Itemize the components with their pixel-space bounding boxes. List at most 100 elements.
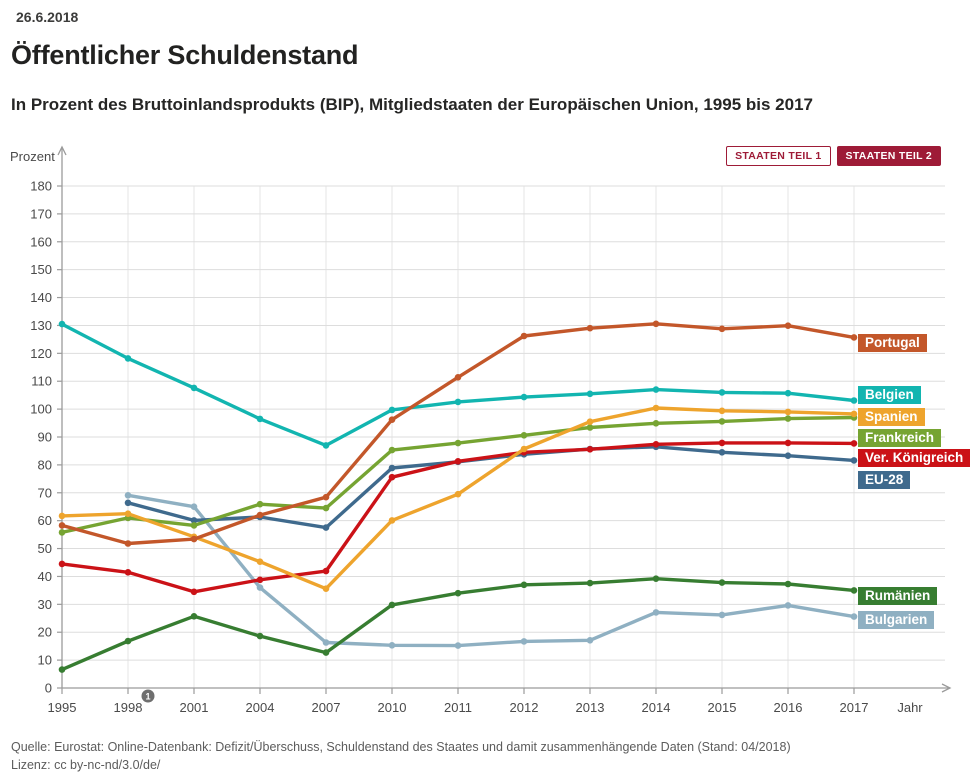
x-axis-title: Jahr [897, 700, 923, 715]
data-point-spanien [388, 517, 396, 524]
data-point-frankreich [388, 446, 396, 454]
data-point-ver-k-nigreich [652, 441, 660, 448]
data-point-rum-nien [190, 613, 198, 620]
data-point-eu-28 [124, 499, 132, 507]
data-point-spanien [718, 407, 726, 415]
data-point-portugal [190, 535, 198, 543]
series-label-rum-nien: Rumänien [858, 587, 938, 605]
data-point-portugal [388, 416, 396, 424]
data-point-frankreich [718, 418, 726, 425]
series-line-rum-nien [58, 575, 858, 673]
data-point-rum-nien [718, 579, 726, 586]
y-tick-label: 160 [30, 234, 52, 249]
data-point-spanien [124, 510, 132, 517]
data-point-spanien [850, 410, 858, 418]
data-point-frankreich [454, 439, 462, 447]
data-point-ver-k-nigreich [124, 569, 132, 576]
data-point-rum-nien [322, 649, 330, 656]
y-tick-label: 100 [30, 402, 52, 417]
x-tick-label: 2017 [840, 700, 869, 715]
data-point-belgien [58, 320, 66, 328]
data-point-bulgarien [190, 503, 198, 511]
data-point-portugal [652, 320, 660, 328]
series-line-ver-k-nigreich [58, 439, 858, 596]
data-point-portugal [784, 322, 792, 329]
data-point-rum-nien [520, 581, 528, 589]
data-point-portugal [586, 324, 594, 332]
x-axis-arrow-icon [941, 683, 952, 693]
data-point-frankreich [784, 415, 792, 422]
series-label-ver-k-nigreich: Ver. Königreich [858, 449, 970, 467]
data-point-ver-k-nigreich [256, 576, 264, 584]
y-tick-label: 120 [30, 346, 52, 361]
data-point-belgien [256, 415, 264, 423]
x-tick-label: 2004 [246, 700, 275, 715]
data-point-belgien [322, 442, 330, 449]
y-axis-title: Prozent [10, 149, 55, 164]
data-point-bulgarien [850, 613, 858, 620]
x-tick-label: 2007 [312, 700, 341, 715]
data-point-ver-k-nigreich [190, 588, 198, 596]
data-point-ver-k-nigreich [784, 439, 792, 447]
series-line-portugal [58, 320, 858, 547]
dataset-toggle-group: STAATEN TEIL 1 STAATEN TEIL 2 [726, 146, 941, 166]
data-point-portugal [454, 374, 462, 381]
x-tick-label: 2013 [576, 700, 605, 715]
data-point-eu-28 [388, 464, 396, 472]
y-tick-label: 140 [30, 290, 52, 305]
data-point-frankreich [322, 504, 330, 512]
data-point-rum-nien [850, 587, 858, 594]
data-point-portugal [850, 334, 858, 341]
data-point-bulgarien [520, 638, 528, 645]
y-tick-label: 0 [45, 681, 52, 696]
y-axis-arrow-icon [57, 145, 67, 156]
data-point-bulgarien [718, 611, 726, 619]
y-tick-label: 130 [30, 318, 52, 333]
data-point-ver-k-nigreich [718, 439, 726, 447]
data-point-belgien [652, 386, 660, 393]
x-tick-label: 2001 [180, 700, 209, 715]
data-point-belgien [520, 393, 528, 401]
data-point-bulgarien [124, 492, 132, 499]
data-point-frankreich [586, 424, 594, 431]
data-point-portugal [124, 540, 132, 547]
x-tick-label: 2014 [642, 700, 671, 715]
data-point-eu-28 [322, 524, 330, 531]
data-point-eu-28 [784, 452, 792, 460]
data-point-bulgarien [388, 642, 396, 649]
footer: Quelle: Eurostat: Online-Datenbank: Defi… [11, 738, 791, 774]
data-point-spanien [784, 408, 792, 416]
data-point-frankreich [520, 432, 528, 439]
data-point-belgien [190, 384, 198, 392]
series-label-frankreich: Frankreich [858, 429, 942, 447]
data-point-rum-nien [58, 666, 66, 673]
footnote-1-icon[interactable]: 1 [141, 689, 155, 703]
data-point-rum-nien [586, 579, 594, 587]
y-tick-label: 60 [38, 513, 52, 528]
series-label-portugal: Portugal [858, 334, 927, 352]
y-tick-label: 110 [31, 374, 52, 389]
x-tick-label: 2011 [444, 700, 472, 715]
data-point-spanien [454, 490, 462, 498]
footnote-circle[interactable] [141, 689, 155, 703]
data-point-portugal [58, 522, 66, 529]
series-path-bulgarien [126, 493, 856, 648]
series-path-eu-28 [126, 445, 856, 530]
data-point-rum-nien [784, 580, 792, 588]
y-tick-label: 30 [38, 597, 52, 612]
button-staaten-teil-1[interactable]: STAATEN TEIL 1 [726, 146, 831, 166]
data-point-frankreich [256, 500, 264, 508]
data-point-belgien [850, 397, 858, 404]
data-point-portugal [718, 325, 726, 333]
data-point-belgien [586, 390, 594, 398]
data-point-bulgarien [322, 639, 330, 646]
button-staaten-teil-2[interactable]: STAATEN TEIL 2 [836, 146, 941, 166]
y-tick-label: 10 [38, 653, 52, 668]
y-tick-label: 90 [38, 430, 52, 445]
data-point-spanien [586, 418, 594, 426]
data-point-rum-nien [454, 589, 462, 597]
x-tick-label: 2016 [774, 700, 803, 715]
x-tick-label: 2010 [378, 700, 407, 715]
data-point-ver-k-nigreich [322, 567, 330, 575]
